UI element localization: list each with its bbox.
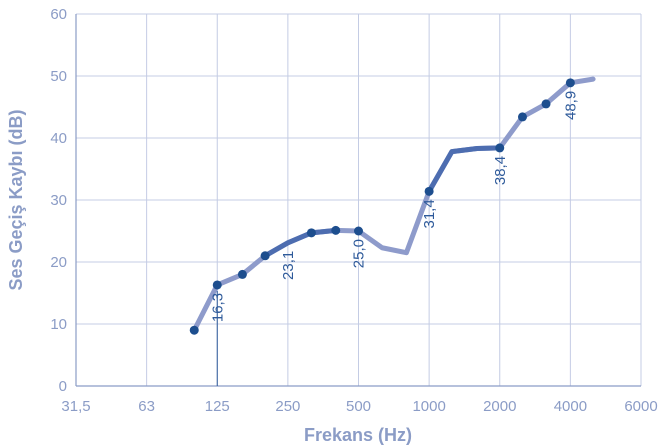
x-tick-label: 6000 [624, 398, 657, 415]
y-tick-label: 0 [59, 378, 67, 395]
series-line [191, 76, 596, 333]
data-point [495, 143, 505, 153]
x-tick-label: 4000 [554, 398, 587, 415]
data-label: 16,3 [209, 293, 226, 322]
y-tick-label: 30 [50, 192, 67, 209]
data-point [189, 325, 199, 335]
x-tick-label: 250 [275, 398, 300, 415]
y-tick-label: 60 [50, 6, 67, 23]
y-tick-label: 10 [50, 316, 67, 333]
data-markers [189, 78, 575, 335]
grid-lines [75, 13, 642, 387]
x-tick-label: 125 [205, 398, 230, 415]
data-label: 38,4 [492, 156, 509, 185]
data-label: 31,4 [421, 199, 438, 228]
data-point [331, 225, 341, 235]
x-tick-label: 500 [346, 398, 371, 415]
x-tick-label: 31,5 [61, 398, 90, 415]
x-tick-label: 2000 [483, 398, 516, 415]
data-point [541, 99, 551, 109]
x-axis-title: Frekans (Hz) [304, 425, 412, 445]
y-tick-label: 50 [50, 68, 67, 85]
data-labels: 16,3 23,1 25,0 31,4 38,4 48,9 [209, 91, 579, 386]
data-point [212, 280, 222, 290]
data-point [565, 78, 575, 88]
data-point [354, 226, 363, 236]
data-point [306, 228, 316, 238]
series-line-segment [426, 145, 503, 194]
y-axis-title: Ses Geçiş Kaybı (dB) [6, 109, 26, 290]
data-label: 25,0 [351, 239, 368, 268]
y-tick-label: 20 [50, 254, 67, 271]
data-label: 48,9 [562, 91, 579, 120]
data-point [237, 269, 247, 279]
series-line-path [191, 76, 596, 333]
axis-ticks: 31,5 63 125 250 500 1000 2000 4000 6000 0 10 20 30 40… [50, 6, 657, 415]
x-tick-label: 1000 [412, 398, 445, 415]
y-tick-label: 40 [50, 130, 67, 147]
data-point [517, 112, 527, 122]
x-tick-label: 63 [138, 398, 155, 415]
data-point [260, 251, 270, 261]
series-line-segment [262, 227, 339, 259]
data-point [424, 186, 434, 196]
data-label: 23,1 [280, 251, 297, 280]
